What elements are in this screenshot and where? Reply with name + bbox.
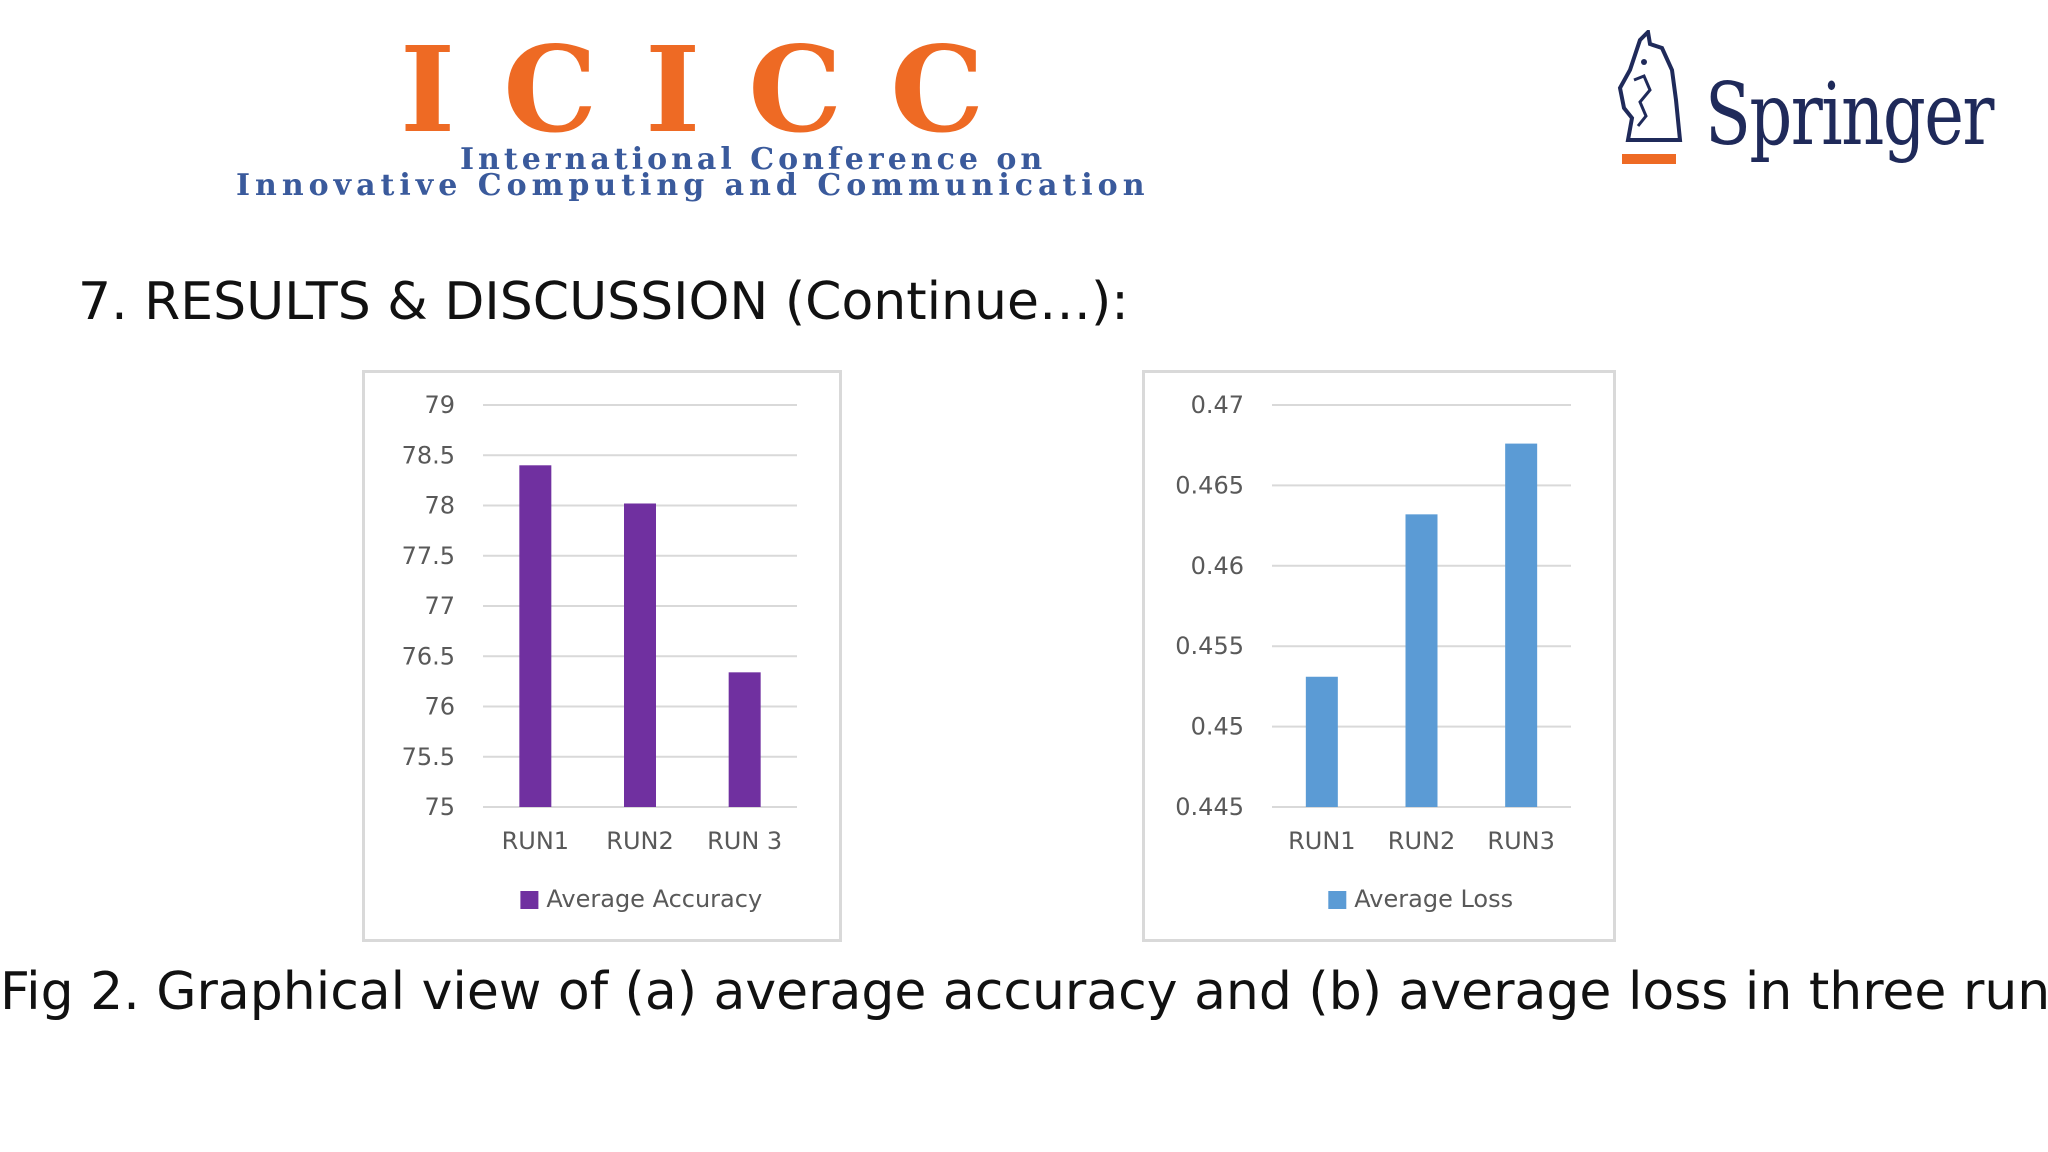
loss-x-tick-label: RUN1 (1288, 827, 1355, 855)
accuracy-x-tick-label: RUN1 (502, 827, 569, 855)
accuracy-x-tick-label: RUN 3 (707, 827, 782, 855)
loss-x-tick-label: RUN2 (1388, 827, 1455, 855)
accuracy-y-tick-label: 77 (424, 592, 455, 620)
springer-horse-icon (1617, 30, 1683, 164)
loss-y-tick-label: 0.455 (1175, 632, 1244, 660)
springer-logo: Springer (1610, 30, 1994, 200)
loss-y-tick-label: 0.45 (1191, 713, 1244, 741)
accuracy-bar-1 (519, 465, 552, 807)
loss-bar-3 (1505, 443, 1538, 807)
accuracy-y-tick-label: 77.5 (402, 542, 455, 570)
accuracy-legend-label: Average Accuracy (546, 885, 762, 913)
loss-legend-label: Average Loss (1354, 885, 1513, 913)
accuracy-y-tick-label: 75.5 (402, 743, 455, 771)
loss-y-tick-label: 0.445 (1175, 793, 1244, 821)
accuracy-bar-2 (624, 503, 656, 807)
icicc-logo-subtitle-line1: International Conference on (460, 142, 1047, 177)
accuracy-chart: 79 78.5 78 77.5 77 76.5 76 75.5 75 RUN1 RUN2 RUN 3 A… (402, 391, 797, 913)
accuracy-x-tick-label: RUN2 (606, 827, 673, 855)
accuracy-y-tick-label: 76.5 (402, 642, 455, 670)
figure-caption: Fig 2. Graphical view of (a) average acc… (0, 962, 2048, 1022)
accuracy-chart-frame: 79 78.5 78 77.5 77 76.5 76 75.5 75 RUN1 RUN2 RUN 3 A… (362, 370, 842, 942)
accuracy-y-tick-label: 75 (424, 793, 455, 821)
loss-legend-swatch (1328, 891, 1347, 909)
loss-y-tick-label: 0.465 (1175, 471, 1244, 499)
loss-chart-frame: 0.47 0.465 0.46 0.455 0.45 0.445 RUN1 RUN2 RUN3 A… (1142, 370, 1616, 942)
accuracy-y-tick-label: 78 (424, 492, 455, 520)
loss-bar-2 (1405, 514, 1438, 807)
accuracy-legend-swatch (520, 891, 539, 909)
loss-bar-1 (1305, 676, 1338, 807)
accuracy-bar-3 (728, 672, 761, 807)
springer-logo-text: Springer (1705, 65, 1994, 165)
accuracy-y-tick-label: 76 (424, 693, 455, 721)
loss-y-tick-label: 0.47 (1191, 391, 1244, 419)
loss-chart: 0.47 0.465 0.46 0.455 0.45 0.445 RUN1 RUN2 RUN3 A… (1175, 391, 1571, 913)
icicc-logo-subtitle-line2: Innovative Computing and Communication (236, 168, 1150, 203)
accuracy-y-tick-label: 79 (424, 391, 455, 419)
slide-heading: 7. RESULTS & DISCUSSION (Continue…): (78, 272, 1129, 332)
loss-y-tick-label: 0.46 (1191, 552, 1244, 580)
accuracy-y-tick-label: 78.5 (402, 441, 455, 469)
icicc-logo-main: ICICC (400, 20, 1033, 159)
icicc-logo: ICICC International Conference on Innova… (230, 20, 1550, 203)
loss-x-tick-label: RUN3 (1487, 827, 1554, 855)
